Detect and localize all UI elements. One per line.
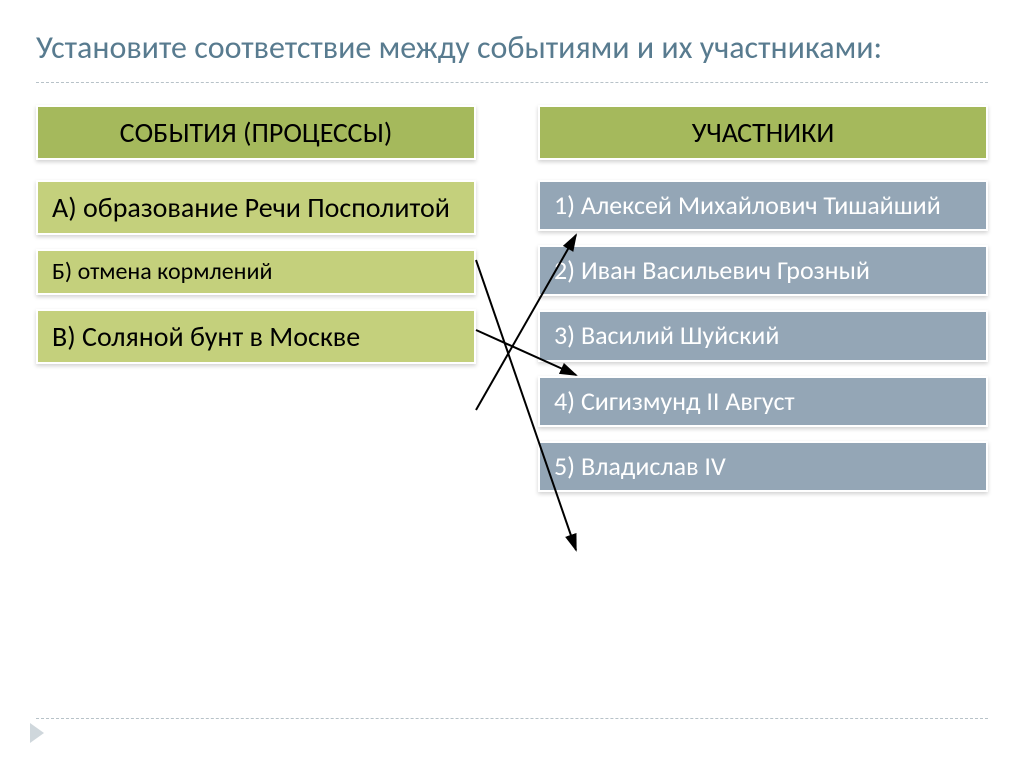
arrow [476,260,576,550]
page-title: Установите соответствие между событиями … [36,28,988,83]
footer-rule [36,718,988,719]
arrow [476,330,576,375]
arrow [476,235,576,410]
columns: СОБЫТИЯ (ПРОЦЕССЫ) А) образование Речи П… [36,105,988,665]
slide: Установите соответствие между событиями … [0,0,1024,767]
corner-icon [30,723,44,743]
match-arrows [36,105,988,665]
